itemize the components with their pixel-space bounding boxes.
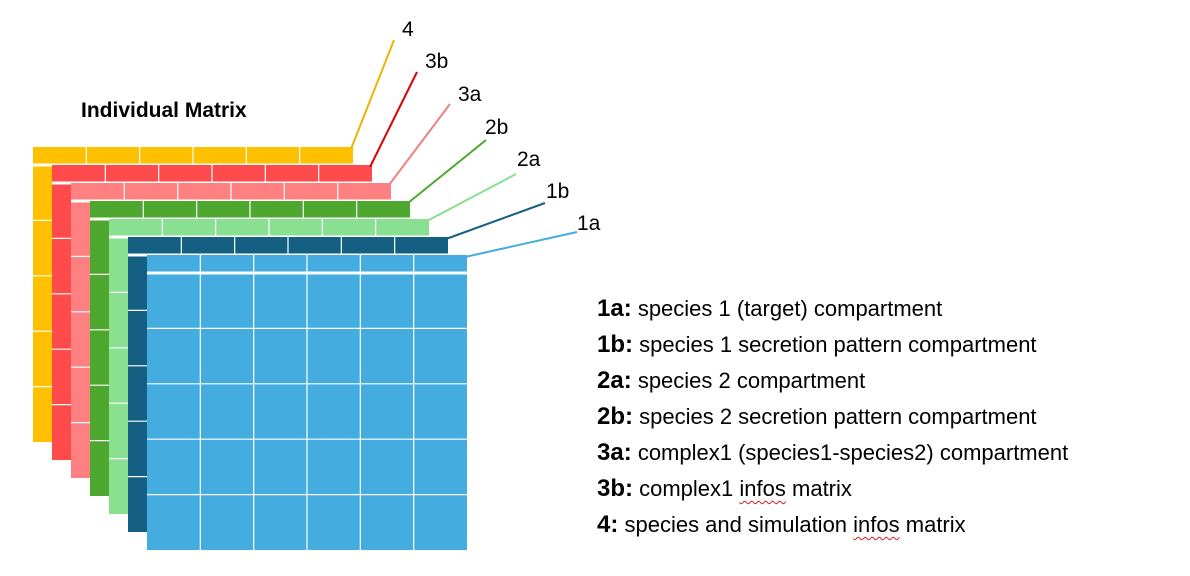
legend-text: species and simulation — [624, 512, 854, 537]
layer-label-4: 4 — [402, 18, 414, 41]
matrix-layer-1a — [147, 255, 467, 550]
layer-label-3b: 3b — [425, 50, 448, 73]
layer-label-2a: 2a — [517, 148, 541, 171]
legend-key: 2b: — [597, 403, 633, 430]
layer-label-2b: 2b — [485, 116, 508, 139]
leader-line-1a — [464, 231, 578, 258]
legend-item-3a: 3a: complex1 (species1-species2) compart… — [597, 435, 1068, 471]
leader-line-1b — [445, 202, 546, 240]
legend-item-1a: 1a: species 1 (target) compartment — [597, 291, 1068, 327]
legend-text: complex1 (species1-species2) compartment — [637, 440, 1069, 465]
leader-line-2a — [426, 173, 517, 222]
legend-item-1b: 1b: species 1 secretion pattern compartm… — [597, 327, 1068, 363]
legend-text: species 2 compartment — [637, 368, 866, 393]
layer-label-1a: 1a — [577, 212, 601, 235]
leader-line-2b — [407, 139, 487, 204]
legend-text: species 1 (target) compartment — [637, 296, 943, 321]
legend-key: 4: — [597, 511, 619, 538]
legend-text: species 1 secretion pattern compartment — [639, 332, 1037, 357]
layer-label-1b: 1b — [546, 180, 569, 203]
legend-text: species 2 secretion pattern compartment — [639, 404, 1037, 429]
spellcheck-word: infos — [853, 512, 900, 537]
legend-key: 3a: — [597, 439, 632, 466]
legend-item-2a: 2a: species 2 compartment — [597, 363, 1068, 399]
legend-key: 1b: — [597, 331, 633, 358]
legend-item-2b: 2b: species 2 secretion pattern compartm… — [597, 399, 1068, 435]
legend-item-3b: 3b: complex1 infos matrix — [597, 471, 1068, 507]
legend-key: 2a: — [597, 367, 632, 394]
diagram-title: Individual Matrix — [81, 99, 247, 122]
legend-text: matrix — [899, 512, 966, 537]
legend-item-4: 4: species and simulation infos matrix — [597, 507, 1068, 543]
spellcheck-word: infos — [739, 476, 786, 501]
leader-line-3a — [388, 103, 451, 186]
legend: 1a: species 1 (target) compartment 1b: s… — [597, 291, 1068, 543]
leader-line-3b — [369, 71, 418, 168]
legend-key: 1a: — [597, 295, 632, 322]
layer-label-3a: 3a — [458, 83, 482, 106]
legend-text: complex1 — [639, 476, 740, 501]
legend-key: 3b: — [597, 475, 633, 502]
legend-text: matrix — [785, 476, 852, 501]
leader-lines — [350, 39, 578, 258]
matrix-layers — [33, 147, 467, 550]
leader-line-4 — [350, 39, 395, 150]
